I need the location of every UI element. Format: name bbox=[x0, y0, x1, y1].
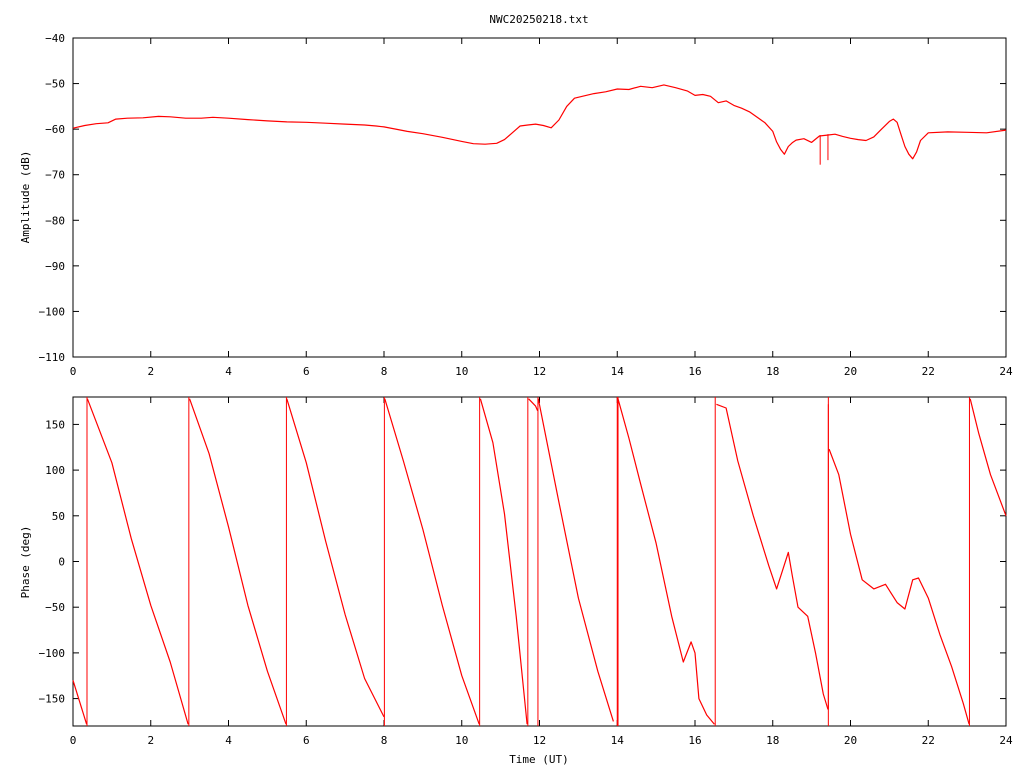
amplitude-y-tick-label: −40 bbox=[45, 32, 65, 45]
phase-series-line bbox=[86, 398, 189, 725]
amplitude-x-tick-label: 2 bbox=[147, 365, 154, 378]
amplitude-x-tick-label: 20 bbox=[844, 365, 857, 378]
amplitude-y-label: Amplitude (dB) bbox=[19, 151, 32, 244]
phase-x-tick-label: 18 bbox=[766, 734, 779, 747]
phase-x-tick-label: 14 bbox=[611, 734, 625, 747]
phase-series-line bbox=[72, 680, 88, 725]
amplitude-y-ticks: −110 −100 −90 −80 −70 −60 −50 −40 bbox=[39, 32, 1006, 364]
phase-series-line bbox=[286, 398, 385, 718]
phase-x-tick-label: 6 bbox=[303, 734, 310, 747]
amplitude-x-tick-label: 8 bbox=[381, 365, 388, 378]
phase-series-line bbox=[537, 398, 614, 722]
phase-y-tick-label: 100 bbox=[45, 464, 65, 477]
amplitude-x-tick-label: 16 bbox=[688, 365, 701, 378]
phase-x-tick-label: 10 bbox=[455, 734, 468, 747]
phase-x-tick-label: 0 bbox=[70, 734, 77, 747]
phase-x-tick-label: 20 bbox=[844, 734, 857, 747]
amplitude-plot-frame bbox=[72, 37, 1007, 358]
amplitude-y-tick-label: −70 bbox=[45, 169, 65, 182]
phase-x-tick-label: 24 bbox=[999, 734, 1013, 747]
phase-y-tick-label: −100 bbox=[39, 647, 66, 660]
amplitude-y-tick-label: −80 bbox=[45, 214, 65, 227]
amplitude-series bbox=[72, 84, 1007, 165]
amplitude-y-tick-label: −110 bbox=[39, 351, 66, 364]
phase-x-tick-label: 2 bbox=[147, 734, 154, 747]
phase-x-tick-label: 4 bbox=[225, 734, 232, 747]
phase-series-line bbox=[528, 398, 539, 411]
phase-series-line bbox=[716, 403, 829, 710]
amplitude-x-tick-label: 0 bbox=[70, 365, 77, 378]
amplitude-x-tick-label: 12 bbox=[533, 365, 546, 378]
amplitude-x-tick-label: 24 bbox=[999, 365, 1013, 378]
phase-series bbox=[72, 397, 1007, 726]
amplitude-series-line bbox=[72, 84, 1007, 160]
phase-x-tick-label: 12 bbox=[533, 734, 546, 747]
phase-x-tick-label: 22 bbox=[922, 734, 935, 747]
amplitude-x-tick-label: 22 bbox=[922, 365, 935, 378]
phase-y-tick-label: −50 bbox=[45, 601, 65, 614]
amplitude-panel: 0 2 4 6 8 10 12 14 16 18 20 22 24 −110−100−90−80−70−… bbox=[19, 32, 1013, 378]
amplitude-x-tick-label: 18 bbox=[766, 365, 779, 378]
phase-series-line bbox=[479, 398, 528, 725]
amplitude-y-tick-label: −50 bbox=[45, 78, 65, 91]
amplitude-y-tick-label: −90 bbox=[45, 260, 65, 273]
phase-x-ticks: 0 2 4 6 8 10 12 14 16 18 20 22 24 bbox=[70, 397, 1013, 747]
phase-x-label: Time (UT) bbox=[509, 753, 569, 766]
phase-series-line bbox=[617, 398, 715, 725]
amplitude-x-tick-label: 14 bbox=[611, 365, 625, 378]
phase-series-line bbox=[969, 398, 1007, 517]
chart-title: NWC20250218.txt bbox=[489, 13, 588, 26]
phase-y-label: Phase (deg) bbox=[19, 526, 32, 599]
amplitude-y-tick-label: −60 bbox=[45, 123, 65, 136]
phase-x-tick-label: 8 bbox=[381, 734, 388, 747]
amplitude-x-ticks: 0 2 4 6 8 10 12 14 16 18 20 22 24 bbox=[70, 38, 1013, 378]
amplitude-x-tick-label: 4 bbox=[225, 365, 232, 378]
amplitude-x-tick-label: 10 bbox=[455, 365, 468, 378]
phase-panel: 0 2 4 6 8 10 12 14 16 18 20 22 24 −150−100−500501001… bbox=[19, 396, 1013, 766]
phase-y-tick-label: 0 bbox=[58, 556, 65, 569]
phase-plot-frame bbox=[72, 396, 1007, 727]
phase-y-tick-label: 50 bbox=[52, 510, 65, 523]
phase-series-line bbox=[828, 448, 970, 725]
phase-y-tick-label: 150 bbox=[45, 418, 65, 431]
amplitude-y-tick-label: −100 bbox=[39, 305, 66, 318]
phase-series-line bbox=[189, 398, 287, 725]
phase-y-ticks: −150 −100 −50 0 50 100 150 bbox=[39, 418, 1006, 706]
phase-series-line bbox=[384, 398, 480, 725]
phase-y-tick-label: −150 bbox=[39, 693, 66, 706]
phase-x-tick-label: 16 bbox=[688, 734, 701, 747]
amplitude-x-tick-label: 6 bbox=[303, 365, 310, 378]
